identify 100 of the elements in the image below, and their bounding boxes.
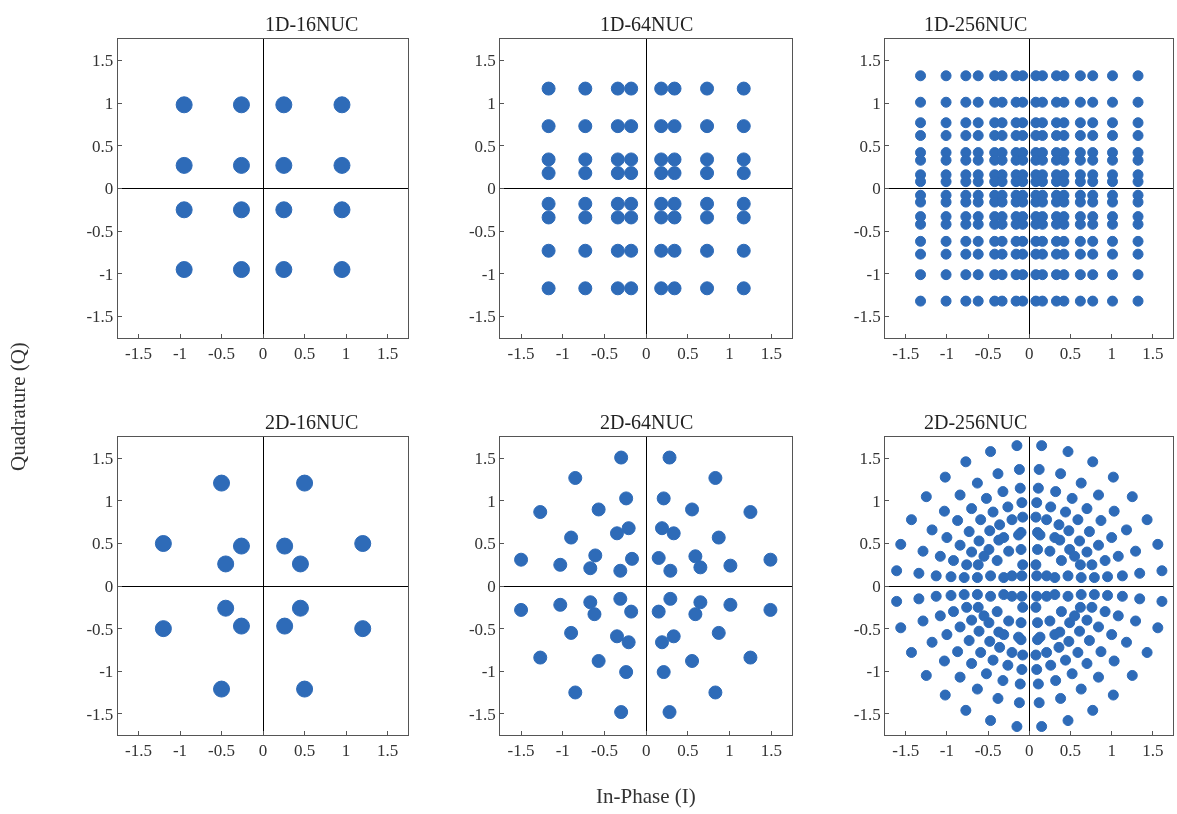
y-tick-label: -0.5 bbox=[468, 619, 496, 639]
point bbox=[693, 560, 708, 575]
y-tick-label: 1 bbox=[104, 491, 114, 511]
y-tick-label: -1 bbox=[866, 662, 881, 682]
point bbox=[275, 156, 293, 174]
point bbox=[685, 653, 700, 668]
point bbox=[583, 561, 598, 576]
x-tick-label: -0.5 bbox=[591, 344, 618, 364]
y-tick-label: -1.5 bbox=[468, 704, 496, 724]
y-tick-label: -0.5 bbox=[86, 619, 114, 639]
point bbox=[666, 526, 681, 541]
point bbox=[354, 620, 372, 638]
point bbox=[154, 535, 172, 553]
y-tick-label: -0.5 bbox=[468, 222, 496, 242]
point bbox=[588, 548, 603, 563]
x-tick-label: 0 bbox=[258, 344, 268, 364]
x-tick-label: -0.5 bbox=[974, 741, 1002, 761]
y-tick-label: -1 bbox=[99, 662, 114, 682]
x-tick-label: -1 bbox=[172, 344, 188, 364]
x-tick-label: -1.5 bbox=[125, 741, 152, 761]
y-tick-label: 0 bbox=[872, 179, 881, 199]
x-tick-label: 1 bbox=[341, 741, 351, 761]
x-tick-label: -0.5 bbox=[974, 344, 1002, 364]
x-tick-label: -1 bbox=[555, 741, 570, 761]
point bbox=[217, 599, 235, 617]
y-tick-label: -1 bbox=[481, 662, 496, 682]
y-tick-label: 1 bbox=[487, 94, 496, 114]
x-tick-label: -1.5 bbox=[892, 741, 920, 761]
x-tick-label: -1 bbox=[939, 741, 954, 761]
x-tick-label: -1 bbox=[555, 344, 570, 364]
x-tick-label: 0.5 bbox=[293, 344, 316, 364]
chart-title: 1D-256NUC bbox=[924, 13, 1028, 35]
point bbox=[656, 665, 671, 680]
point bbox=[711, 530, 726, 545]
point bbox=[621, 635, 636, 650]
x-tick-label: 1.5 bbox=[1142, 344, 1164, 364]
y-tick-label: 0 bbox=[487, 577, 496, 597]
x-tick-label: 1.5 bbox=[760, 344, 782, 364]
point bbox=[662, 450, 677, 465]
point bbox=[708, 685, 723, 700]
x-tick-label: -1.5 bbox=[507, 344, 535, 364]
point bbox=[609, 629, 624, 644]
y-tick-label: -1 bbox=[481, 264, 496, 284]
point bbox=[655, 635, 670, 650]
x-tick-label: -1.5 bbox=[507, 741, 535, 761]
chart-title: 1D-16NUC bbox=[265, 13, 359, 35]
point bbox=[591, 502, 606, 517]
point bbox=[213, 474, 231, 492]
y-tick-label: -1.5 bbox=[86, 307, 114, 327]
point bbox=[232, 96, 250, 114]
point bbox=[276, 537, 294, 555]
y-tick-label: 1 bbox=[872, 94, 881, 114]
y-tick-label: 1 bbox=[872, 491, 881, 511]
y-tick-label: 0.5 bbox=[474, 534, 496, 554]
point bbox=[296, 474, 314, 492]
x-tick-label: -1.5 bbox=[892, 344, 920, 364]
y-tick-label: 0.5 bbox=[92, 534, 114, 554]
x-tick-label: 1 bbox=[341, 344, 351, 364]
y-tick-label: 0.5 bbox=[474, 136, 496, 156]
y-tick-label: 1.5 bbox=[859, 51, 881, 71]
y-tick-label: -1.5 bbox=[853, 307, 881, 327]
point bbox=[154, 620, 172, 638]
point bbox=[711, 625, 726, 640]
point bbox=[663, 591, 678, 606]
x-tick-label: 1 bbox=[1107, 344, 1116, 364]
x-tick-label: -1.5 bbox=[125, 344, 152, 364]
x-tick-label: 1.5 bbox=[377, 741, 399, 761]
point bbox=[651, 604, 666, 619]
y-tick-label: -1 bbox=[866, 264, 881, 284]
point bbox=[609, 526, 624, 541]
point bbox=[296, 680, 314, 698]
point bbox=[275, 201, 293, 219]
point bbox=[666, 629, 681, 644]
point bbox=[232, 617, 250, 635]
point bbox=[354, 535, 372, 553]
y-tick-label: 0.5 bbox=[859, 534, 881, 554]
point bbox=[587, 607, 602, 622]
y-tick-label: 0 bbox=[104, 179, 114, 199]
y-tick-label: -0.5 bbox=[86, 222, 114, 242]
point bbox=[613, 591, 628, 606]
x-tick-label: 1.5 bbox=[377, 344, 399, 364]
x-tick-label: 0 bbox=[641, 741, 651, 761]
x-tick-label: 0 bbox=[258, 741, 268, 761]
y-tick-label: 0.5 bbox=[92, 136, 114, 156]
point bbox=[619, 491, 634, 506]
point bbox=[625, 551, 639, 566]
x-tick-label: 1 bbox=[725, 741, 734, 761]
point bbox=[624, 604, 639, 619]
x-tick-label: 0.5 bbox=[1059, 741, 1082, 761]
x-tick-label: 1 bbox=[725, 344, 734, 364]
point bbox=[291, 599, 309, 617]
point bbox=[662, 705, 677, 720]
y-axis-title: Quadrature (Q) bbox=[6, 342, 30, 471]
y-tick-label: 1.5 bbox=[474, 51, 496, 71]
y-tick-label: 1.5 bbox=[474, 449, 496, 469]
x-tick-label: 0.5 bbox=[677, 344, 699, 364]
x-tick-label: 1.5 bbox=[1142, 741, 1164, 761]
point bbox=[564, 625, 579, 640]
x-tick-label: 0.5 bbox=[677, 741, 699, 761]
y-tick-label: 1 bbox=[487, 491, 496, 511]
